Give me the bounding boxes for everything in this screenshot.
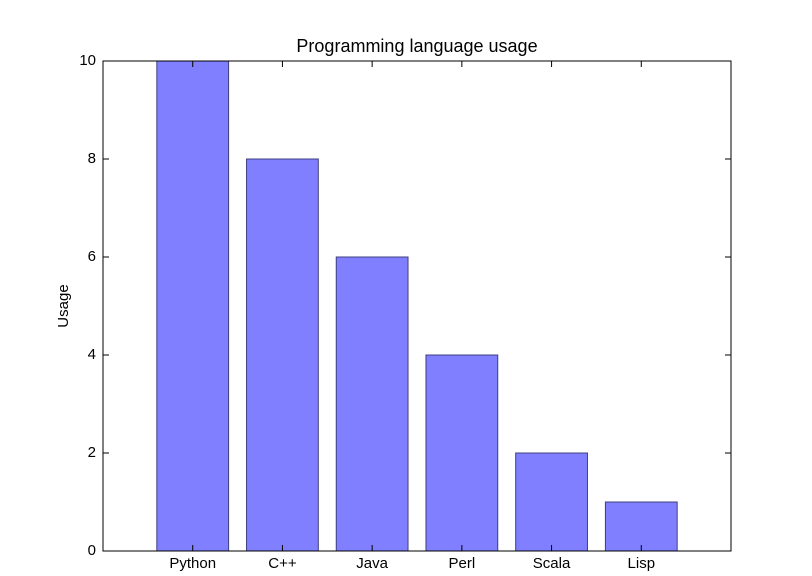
x-tick-label: C++ [268, 555, 297, 572]
x-tick-label: Scala [533, 555, 571, 572]
x-tick-label: Lisp [628, 555, 656, 572]
bar [156, 60, 230, 552]
y-tick-label: 2 [88, 444, 96, 461]
x-tick-label: Java [356, 555, 388, 572]
y-tick-label: 6 [88, 248, 96, 265]
bar [604, 501, 678, 552]
y-tick-label: 10 [79, 52, 96, 69]
y-axis-label: Usage [55, 284, 72, 327]
bar [425, 354, 499, 552]
x-tick-label: Python [169, 555, 216, 572]
x-tick-label: Perl [449, 555, 476, 572]
y-tick-label: 0 [88, 542, 96, 559]
y-tick-label: 8 [88, 150, 96, 167]
chart-title: Programming language usage [296, 36, 537, 56]
bar [246, 158, 319, 552]
plot-frame [102, 60, 732, 552]
bar [515, 452, 588, 552]
y-tick-label: 4 [88, 346, 96, 363]
bar [335, 256, 409, 552]
